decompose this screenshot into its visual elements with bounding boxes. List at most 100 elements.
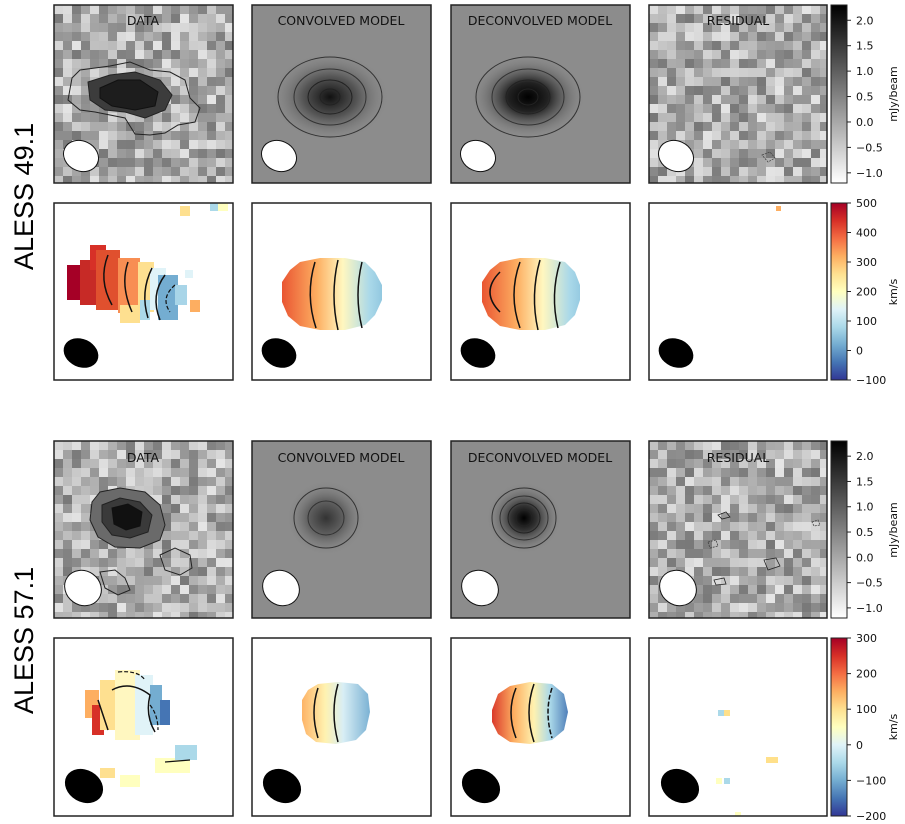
noise-pixel [739, 113, 748, 122]
noise-pixel [198, 23, 207, 32]
noise-pixel [712, 486, 721, 495]
noise-pixel [198, 549, 207, 558]
noise-pixel [54, 176, 63, 183]
noise-pixel [162, 486, 171, 495]
noise-pixel [225, 459, 233, 468]
noise-pixel [126, 176, 135, 183]
noise-pixel [180, 14, 189, 23]
noise-pixel [757, 477, 766, 486]
noise-pixel [667, 14, 676, 23]
noise-pixel [198, 522, 207, 531]
noise-pixel [712, 558, 721, 567]
noise-pixel [703, 441, 712, 450]
noise-pixel [667, 549, 676, 558]
noise-pixel [784, 122, 793, 131]
noise-pixel [144, 149, 153, 158]
noise-pixel [126, 32, 135, 41]
noise-pixel [775, 603, 784, 612]
noise-pixel [216, 149, 225, 158]
noise-pixel [171, 95, 180, 104]
noise-pixel [748, 540, 757, 549]
noise-pixel [54, 104, 63, 113]
noise-pixel [775, 176, 784, 183]
panel-57-vel-convolved [251, 637, 432, 817]
noise-pixel [63, 32, 72, 41]
noise-pixel [117, 567, 126, 576]
noise-pixel [793, 131, 802, 140]
noise-pixel [649, 549, 658, 558]
noise-pixel [207, 158, 216, 167]
noise-pixel [694, 459, 703, 468]
noise-pixel [802, 486, 811, 495]
noise-pixel [820, 504, 827, 513]
noise-pixel [811, 522, 820, 531]
noise-pixel [649, 5, 658, 14]
noise-pixel [802, 176, 811, 183]
noise-pixel [748, 504, 757, 513]
noise-pixel [667, 23, 676, 32]
noise-pixel [721, 558, 730, 567]
noise-pixel [676, 113, 685, 122]
noise-pixel [189, 95, 198, 104]
noise-pixel [667, 113, 676, 122]
noise-pixel [90, 540, 99, 549]
noise-pixel [108, 149, 117, 158]
noise-pixel [694, 167, 703, 176]
noise-pixel [766, 531, 775, 540]
noise-pixel [757, 594, 766, 603]
noise-pixel [658, 594, 667, 603]
noise-pixel [72, 450, 81, 459]
noise-pixel [766, 95, 775, 104]
noise-pixel [153, 41, 162, 50]
noise-pixel [81, 486, 90, 495]
noise-pixel [820, 14, 827, 23]
noise-pixel [703, 513, 712, 522]
noise-pixel [703, 540, 712, 549]
noise-pixel [649, 540, 658, 549]
noise-pixel [171, 50, 180, 59]
noise-pixel [766, 522, 775, 531]
noise-pixel [775, 522, 784, 531]
noise-pixel [694, 149, 703, 158]
noise-pixel [757, 540, 766, 549]
noise-pixel [649, 531, 658, 540]
noise-pixel [207, 113, 216, 122]
noise-pixel [153, 5, 162, 14]
noise-pixel [180, 495, 189, 504]
noise-pixel [225, 14, 233, 23]
noise-pixel [135, 603, 144, 612]
noise-pixel [649, 558, 658, 567]
noise-pixel [658, 513, 667, 522]
noise-pixel [667, 32, 676, 41]
noise-pixel [216, 176, 225, 183]
noise-pixel [730, 441, 739, 450]
noise-pixel [766, 59, 775, 68]
noise-pixel [180, 95, 189, 104]
noise-pixel [153, 122, 162, 131]
noise-pixel [820, 567, 827, 576]
noise-pixel [90, 104, 99, 113]
noise-pixel [766, 459, 775, 468]
noise-pixel [784, 158, 793, 167]
noise-pixel [649, 77, 658, 86]
noise-pixel [793, 441, 802, 450]
noise-pixel [685, 5, 694, 14]
noise-pixel [766, 540, 775, 549]
noise-pixel [721, 549, 730, 558]
noise-pixel [694, 603, 703, 612]
noise-pixel [153, 549, 162, 558]
noise-pixel [126, 603, 135, 612]
noise-pixel [748, 113, 757, 122]
noise-pixel [144, 5, 153, 14]
noise-pixel [793, 522, 802, 531]
noise-pixel [784, 585, 793, 594]
noise-pixel [108, 50, 117, 59]
noise-pixel [775, 59, 784, 68]
noise-pixel [739, 513, 748, 522]
noise-pixel [748, 513, 757, 522]
noise-pixel [667, 50, 676, 59]
noise-pixel [802, 167, 811, 176]
noise-pixel [676, 468, 685, 477]
